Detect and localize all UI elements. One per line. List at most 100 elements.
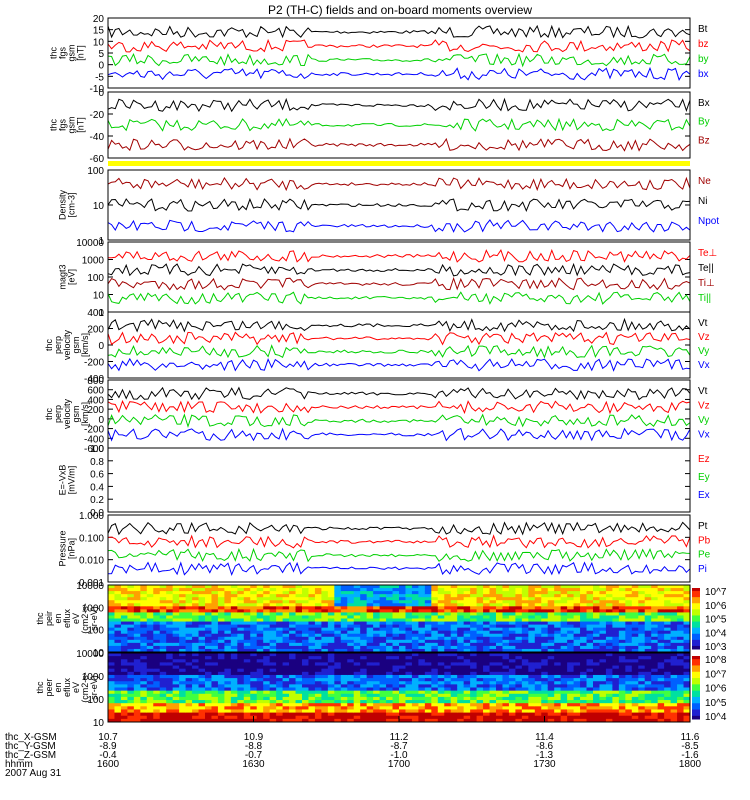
y-axis-label: thc [44,339,54,352]
spectrogram-cell [302,618,309,623]
spectrogram-cell [541,706,549,710]
spectrogram-cell [140,648,148,653]
spectrogram-cell [230,597,238,601]
spectrogram-cell [657,618,665,623]
spectrogram-cell [243,709,251,714]
spectrogram-cell [573,624,581,629]
spectrogram-cell [353,618,361,623]
spectrogram-cell [211,621,219,626]
spectrogram-cell [444,606,452,610]
spectrogram-cell [108,624,115,629]
spectrogram-cell [114,706,122,710]
y-tick-label: 0 [98,415,104,426]
spectrogram-cell [166,671,174,676]
spectrogram-cell [586,612,594,616]
spectrogram-cell [334,603,342,607]
spectrogram-cell [521,588,529,592]
spectrogram-cell [664,645,672,650]
spectrogram-cell [437,597,445,601]
spectrogram-cell [625,718,633,723]
spectrogram-cell [185,624,193,629]
spectrogram-cell [463,645,471,650]
spectrogram-cell [217,718,225,723]
spectrogram-cell [496,700,503,704]
spectrogram-cell [140,693,148,698]
spectrogram-cell [386,618,394,623]
spectrogram-cell [302,715,309,720]
spectrogram-cell [289,606,297,610]
spectrogram-cell [120,642,128,647]
spectrogram-cell [192,706,200,710]
spectrogram-cell [483,615,491,619]
spectrogram-cell [612,588,620,592]
spectrogram-cell [114,656,122,660]
spectrogram-cell [282,659,290,663]
spectrogram-cell [146,648,154,653]
colorbar-cell [692,659,700,663]
spectrogram-cell [508,659,516,663]
spectrogram-cell [127,603,135,607]
spectrogram-cell [450,706,458,710]
spectrogram-cell [179,630,187,635]
spectrogram-cell [276,662,284,667]
spectrogram-cell [670,621,678,626]
spectrogram-cell [133,687,141,692]
spectrogram-cell [127,597,135,601]
spectrogram-cell [651,594,659,598]
spectrogram-cell [166,642,174,647]
spectrogram-cell [379,671,387,676]
spectrogram-cell [217,636,225,641]
spectrogram-cell [360,591,368,595]
spectrogram-cell [657,648,665,653]
spectrogram-cell [683,615,691,619]
spectrogram-cell [470,700,478,704]
spectrogram-cell [483,633,491,638]
spectrogram-cell [418,624,426,629]
spectrogram-cell [502,633,510,638]
spectrogram-cell [289,621,297,626]
spectrogram-cell [528,642,536,647]
spectrogram-cell [353,624,361,629]
spectrogram-cell [418,609,426,613]
spectrogram-cell [386,591,394,595]
spectrogram-cell [612,700,620,704]
spectrogram-cell [586,668,594,673]
spectrogram-cell [631,712,639,717]
spectrogram-cell [554,656,562,660]
y-axis-label: (cm2-s- [80,672,90,703]
spectrogram-cell [528,624,536,629]
spectrogram-cell [573,693,581,698]
spectrogram-cell [256,588,264,592]
spectrogram-cell [159,615,167,619]
spectrogram-cell [599,609,607,613]
spectrogram-cell [140,645,148,650]
spectrogram-cell [444,681,452,685]
spectrogram-cell [580,662,588,667]
panel-5: thc perp velocity gsm [km/s]4002000-200-400V… [44,308,710,385]
spectrogram-cell [567,627,575,632]
x-axis-row-label: thc_X-GSM [5,732,57,743]
spectrogram-cell [334,624,342,629]
spectrogram-cell [373,591,381,595]
spectrogram-cell [295,597,303,601]
spectrogram-cell [534,712,542,717]
spectrogram-cell [211,642,219,647]
spectrogram-cell [444,588,452,592]
spectrogram-cell [418,639,426,644]
spectrogram-cell [172,674,180,679]
spectrogram-cell [489,703,497,707]
spectrogram-cell [483,687,491,692]
colorbar-tick-label: 10^3 [705,642,727,653]
spectrogram-cell [179,603,187,607]
spectrogram-cell [670,603,678,607]
spectrogram-cell [411,709,419,714]
spectrogram-cell [327,709,335,714]
spectrogram-cell [411,591,419,595]
spectrogram-cell [373,687,381,692]
spectrogram-cell [612,618,620,623]
spectrogram-cell [618,678,626,682]
spectrogram-cell [528,606,536,610]
spectrogram-cell [166,703,174,707]
spectrogram-cell [192,642,200,647]
colorbar-cell [692,630,700,635]
